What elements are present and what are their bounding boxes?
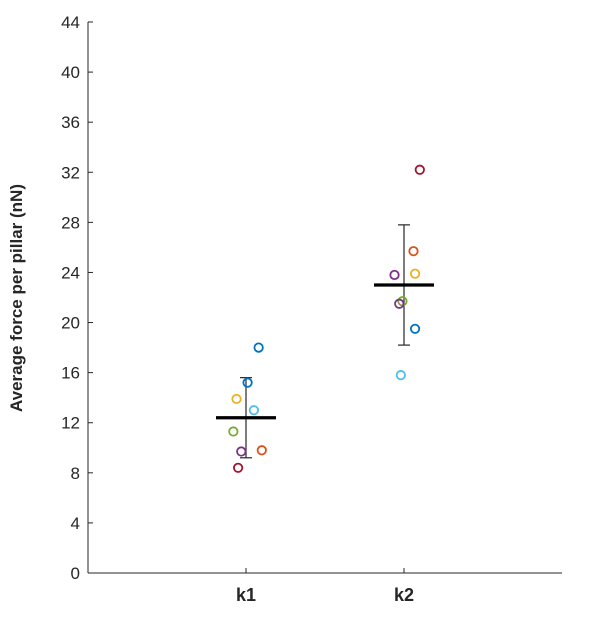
x-tick-label: k2 — [394, 585, 414, 605]
data-point — [231, 393, 242, 405]
data-point — [253, 342, 264, 353]
axes — [87, 22, 562, 574]
y-tick-label: 16 — [61, 364, 80, 383]
data-point — [389, 269, 400, 281]
y-tick-label: 0 — [71, 564, 80, 583]
y-ticks: 0 4 8 12 16 20 24 28 32 36 40 44 — [61, 13, 93, 583]
y-axis-title: Average force per pillar (nN) — [7, 184, 26, 412]
data-point — [394, 298, 405, 309]
y-tick-label: 44 — [61, 13, 80, 32]
y-tick-label: 36 — [61, 113, 80, 132]
y-tick-label: 24 — [61, 263, 80, 282]
data-point — [233, 462, 244, 473]
data-point — [228, 426, 239, 437]
mean-lines — [216, 283, 434, 420]
y-tick-label: 40 — [61, 63, 80, 82]
data-point — [409, 323, 421, 334]
data-point — [248, 405, 259, 416]
data-point — [242, 377, 253, 388]
data-point — [256, 445, 267, 456]
error-bars — [240, 224, 410, 459]
data-point — [236, 446, 247, 457]
y-tick-label: 12 — [61, 414, 80, 433]
category-labels: k1 k2 — [236, 568, 414, 605]
x-tick-label: k1 — [236, 585, 256, 605]
y-tick-label: 8 — [71, 464, 80, 483]
y-tick-label: 20 — [61, 314, 80, 333]
data-point — [395, 370, 406, 381]
data-point — [409, 268, 421, 279]
y-tick-label: 28 — [61, 213, 80, 232]
data-points — [228, 164, 425, 473]
data-point — [414, 164, 425, 175]
data-point — [408, 246, 419, 257]
y-tick-label: 32 — [61, 163, 80, 182]
y-tick-label: 4 — [71, 514, 80, 533]
